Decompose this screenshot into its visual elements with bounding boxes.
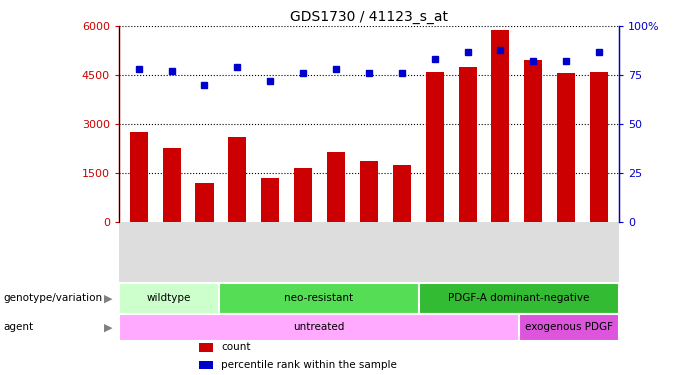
Bar [199,361,213,369]
Text: count: count [222,342,251,352]
Bar [163,148,181,222]
Bar [492,30,509,222]
Bar [119,283,219,314]
Text: genotype/variation: genotype/variation [3,293,103,303]
Bar [219,283,419,314]
Text: agent: agent [3,322,33,332]
Title: GDS1730 / 41123_s_at: GDS1730 / 41123_s_at [290,10,448,24]
Bar [519,314,619,340]
Text: percentile rank within the sample: percentile rank within the sample [222,360,397,370]
Bar [419,283,619,314]
Bar [130,132,148,222]
Bar [327,152,345,222]
Text: PDGF-A dominant-negative: PDGF-A dominant-negative [448,293,590,303]
Text: wildtype: wildtype [147,293,191,303]
Bar [119,314,519,340]
Bar [228,137,246,222]
Bar [199,343,213,352]
Bar [195,183,214,222]
Text: neo-resistant: neo-resistant [284,293,354,303]
Text: exogenous PDGF: exogenous PDGF [525,322,613,332]
Text: ▶: ▶ [103,293,112,303]
Text: untreated: untreated [293,322,345,332]
Bar [557,74,575,222]
Bar [294,168,312,222]
Bar [426,72,444,222]
Bar [393,165,411,222]
Bar [261,178,279,222]
Text: ▶: ▶ [103,322,112,332]
Bar [590,72,608,222]
Bar [524,60,543,222]
Bar [458,67,477,222]
Bar [360,161,378,222]
